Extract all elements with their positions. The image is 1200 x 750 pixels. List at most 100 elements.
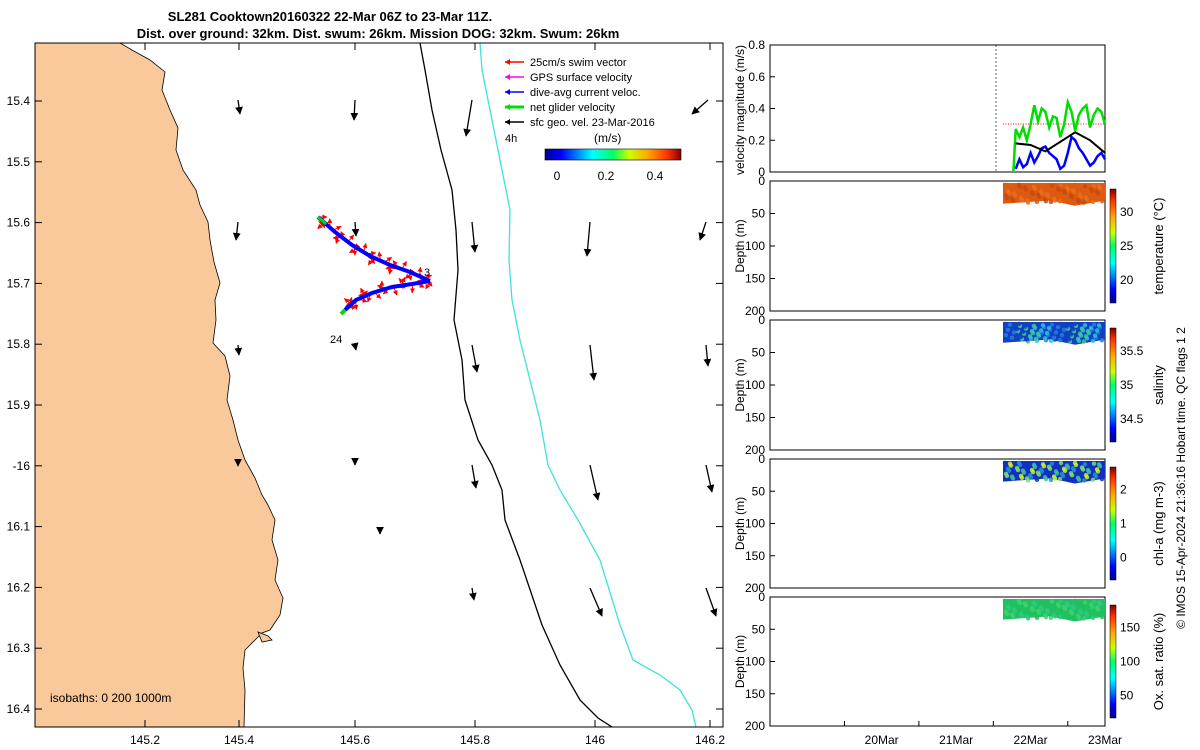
depth-sample bbox=[1099, 199, 1105, 204]
depth-sample bbox=[1009, 612, 1015, 617]
depth-sample bbox=[1033, 197, 1039, 203]
depth-sample bbox=[1002, 598, 1008, 604]
depth-sample bbox=[1085, 605, 1091, 611]
map-y-tick-label: 16.2 bbox=[7, 580, 31, 594]
depth-sample bbox=[1077, 608, 1083, 613]
depth-tick-label: 50 bbox=[752, 346, 766, 360]
depth-sample bbox=[1003, 193, 1009, 199]
depth-sample bbox=[1075, 336, 1081, 342]
colorbar-unit: (m/s) bbox=[594, 131, 621, 145]
depth-sample bbox=[1053, 607, 1059, 612]
velocity-line-geo bbox=[1015, 131, 1106, 154]
depth-sample bbox=[1066, 614, 1072, 619]
coastline-land bbox=[35, 43, 284, 727]
net-velocity-end bbox=[339, 308, 347, 316]
geo-arrow bbox=[470, 464, 479, 489]
depth-sample bbox=[1061, 188, 1067, 194]
depth-ylabel: Depth (m) bbox=[733, 358, 747, 411]
depth-sample bbox=[1068, 332, 1074, 337]
map-x-tick-label: 145.8 bbox=[460, 733, 490, 747]
depth-tick-label: 0 bbox=[758, 313, 765, 327]
depth-sample bbox=[1018, 611, 1024, 617]
map-panel: 24 3 145.2 145.4 145.6 145.8 146 146.2 15.415… bbox=[7, 42, 725, 747]
isobaths-label: isobaths: 0 200 1000m bbox=[50, 691, 171, 705]
map-y-tick-label: 15.9 bbox=[7, 398, 31, 412]
isobath-1000m bbox=[479, 43, 697, 727]
depth-sample bbox=[1016, 598, 1022, 604]
map-x-tick-label: 145.2 bbox=[130, 733, 160, 747]
depth-sample bbox=[1018, 334, 1024, 340]
depth-sample bbox=[1090, 199, 1096, 205]
depth-sample bbox=[1044, 607, 1050, 613]
depth-sample bbox=[1003, 471, 1009, 477]
map-y-tick-label: 15.4 bbox=[7, 94, 31, 108]
depth-colorbar-tick: 35.5 bbox=[1120, 344, 1144, 358]
depth-panel-3: 0 50 100 150 200 Depth (m) 50 100 150 Ox. sat. ra… bbox=[733, 590, 1166, 733]
depth-sample bbox=[1099, 476, 1105, 482]
depth-sample bbox=[1057, 476, 1063, 482]
depth-sample bbox=[1088, 325, 1094, 331]
depth-sample bbox=[1070, 188, 1076, 193]
depth-sample bbox=[1072, 598, 1078, 604]
depth-sample bbox=[1003, 332, 1009, 338]
depth-panel-1: 0 50 100 150 200 Depth (m) 34.5 35 35.5 salinity bbox=[733, 313, 1166, 457]
depth-sample bbox=[1083, 334, 1089, 339]
depth-tick-label: 100 bbox=[745, 517, 765, 531]
map-y-tick-label: 16.4 bbox=[7, 702, 31, 716]
map-y-tick-label: 15.5 bbox=[7, 155, 31, 169]
depth-tick-label: 200 bbox=[745, 304, 765, 318]
depth-sample bbox=[1007, 322, 1013, 327]
depth-sample bbox=[1055, 325, 1061, 330]
depth-sample bbox=[1011, 191, 1017, 196]
depth-sample bbox=[1027, 195, 1033, 200]
depth-sample bbox=[1048, 477, 1054, 482]
geo-arrow bbox=[589, 344, 598, 381]
depth-tick-label: 0 bbox=[758, 452, 765, 466]
depth-tick-label: 50 bbox=[752, 622, 766, 636]
depth-sample bbox=[1066, 198, 1072, 203]
geo-arrow bbox=[705, 464, 715, 493]
depth-sample bbox=[1049, 183, 1055, 188]
depth-sample bbox=[1024, 198, 1030, 203]
depth-sample bbox=[1058, 598, 1064, 604]
depth-sample bbox=[1022, 324, 1028, 329]
depth-sample bbox=[1029, 328, 1035, 334]
depth-sample bbox=[1057, 338, 1063, 343]
time-ticks: 20Mar 21Mar 22Mar 23Mar bbox=[843, 721, 1122, 747]
map-x-ticks: 145.2 145.4 145.6 145.8 146 146.2 bbox=[130, 43, 725, 747]
depth-sample bbox=[1044, 330, 1050, 336]
legend-label: sfc geo. vel. 23-Mar-2016 bbox=[530, 117, 655, 129]
velocity-y-tick-label: 0.6 bbox=[748, 70, 765, 84]
depth-sample bbox=[1091, 322, 1097, 327]
depth-sample bbox=[1038, 328, 1044, 333]
depth-sample bbox=[1024, 476, 1030, 481]
velocity-panel: 0 0.2 0.4 0.6 0.8 velocity magnitude (m/s) bbox=[733, 38, 1107, 179]
depth-sample bbox=[1083, 611, 1089, 616]
depth-colorbar-label: Ox. sat. ratio (%) bbox=[1151, 613, 1166, 711]
speed-colorbar-tick: 0.2 bbox=[598, 169, 615, 183]
map-frame bbox=[34, 42, 724, 728]
map-y-tick-label: 15.7 bbox=[7, 276, 31, 290]
depth-sample bbox=[1005, 327, 1011, 333]
map-y-tick-label: 15.8 bbox=[7, 337, 31, 351]
depth-sample bbox=[1042, 474, 1048, 480]
depth-sample bbox=[1064, 463, 1070, 468]
depth-sample bbox=[1092, 333, 1098, 338]
depth-sample bbox=[1046, 325, 1052, 331]
depth-sample bbox=[1059, 193, 1065, 199]
depth-colorbar-tick: 50 bbox=[1120, 688, 1134, 702]
depth-sample bbox=[1005, 188, 1011, 194]
depth-sample bbox=[1005, 466, 1011, 472]
depth-sample bbox=[1040, 600, 1046, 605]
velocity-y-ticks: 0 0.2 0.4 0.6 0.8 bbox=[748, 38, 775, 179]
map-y-ticks: 15.4 15.5 15.6 15.7 15.8 15.9 -16 16.1 16.2 16.3 1… bbox=[7, 94, 723, 716]
geo-arrow bbox=[351, 221, 360, 237]
map-y-tick-label: 16.1 bbox=[7, 520, 31, 534]
depth-tick-label: 150 bbox=[745, 687, 765, 701]
depth-sample bbox=[1077, 192, 1083, 197]
velocity-line-net bbox=[1012, 97, 1107, 173]
geo-arrow bbox=[350, 99, 359, 121]
net-velocity-start bbox=[317, 215, 327, 226]
depth-sample bbox=[1024, 614, 1030, 619]
